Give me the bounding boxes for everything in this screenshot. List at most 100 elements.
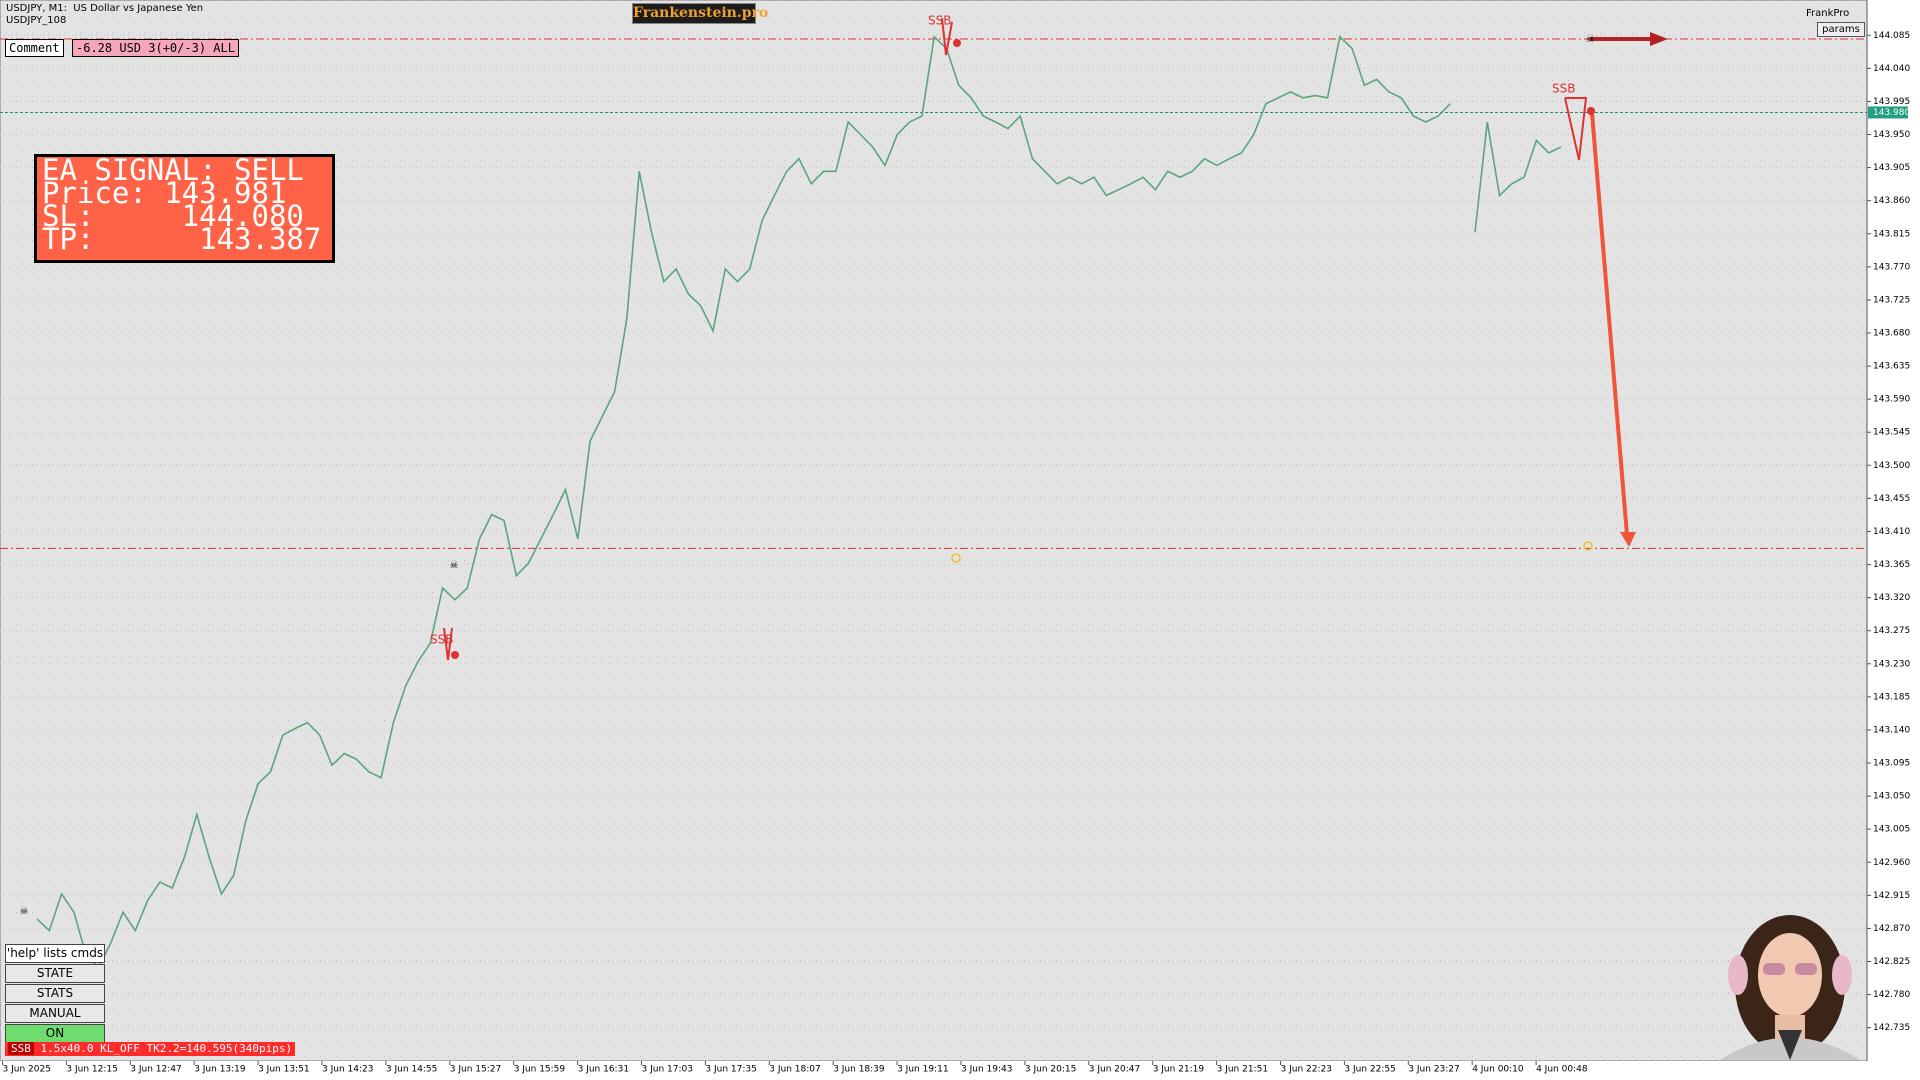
y-tick-label: 143.590	[1873, 395, 1910, 405]
y-tick-label: 143.635	[1873, 362, 1910, 372]
x-tick-label: 3 Jun 18:39	[833, 1065, 885, 1075]
x-tick-label: 3 Jun 14:55	[386, 1065, 437, 1075]
y-tick-label: 143.905	[1873, 163, 1910, 173]
x-tick-label: 3 Jun 17:35	[705, 1065, 756, 1075]
signal-triangle	[1564, 97, 1588, 161]
y-tick-label: 143.185	[1873, 692, 1910, 702]
x-tick-label: 3 Jun 21:19	[1153, 1065, 1205, 1075]
state-button[interactable]: STATE	[5, 964, 105, 983]
y-tick-label: 143.095	[1873, 759, 1910, 769]
y-tick-label: 143.455	[1873, 494, 1910, 504]
on-button[interactable]: ON	[5, 1024, 105, 1043]
signal-box: EA SIGNAL: SELL Price: 143.981 SL: 144.080…	[34, 154, 335, 263]
help-hint: 'help' lists cmds	[5, 944, 105, 963]
skull-icon: ☠	[1586, 34, 1595, 45]
y-tick-label: 143.500	[1873, 461, 1910, 471]
x-tick-label: 3 Jun 14:23	[322, 1065, 373, 1075]
y-tick-label: 144.085	[1873, 31, 1910, 41]
target-icon	[951, 553, 961, 563]
x-tick-label: 3 Jun 21:51	[1217, 1065, 1268, 1075]
comment-label: Comment	[5, 39, 64, 57]
sl-arrow-head	[1650, 32, 1668, 46]
signal-title: EA SIGNAL: SELL	[42, 153, 304, 187]
status-tag: SSB	[8, 1042, 34, 1055]
skull-icon: ☠	[450, 560, 459, 571]
sell-dot	[1587, 107, 1595, 115]
ssb-marker: SSB	[1552, 82, 1575, 96]
plot-layer	[0, 34, 1867, 1029]
tp-arrow	[1590, 112, 1629, 536]
signal-mark	[443, 627, 453, 661]
params-button[interactable]: params	[1817, 22, 1865, 37]
y-tick-label: 143.410	[1873, 527, 1910, 537]
y-tick-label: 143.140	[1873, 725, 1910, 735]
signal-tp: TP: 143.387	[42, 222, 322, 256]
x-tick-label: 3 Jun 16:31	[578, 1065, 629, 1075]
avatar	[1720, 915, 1860, 1060]
sell-dot	[953, 39, 961, 47]
x-tick-label: 3 Jun 22:55	[1344, 1065, 1395, 1075]
y-tick-label: 143.815	[1873, 229, 1910, 239]
manual-button[interactable]: MANUAL	[5, 1004, 105, 1023]
price-axis	[1867, 0, 1920, 1080]
y-tick-label: 143.680	[1873, 328, 1910, 338]
x-tick-label: 3 Jun 20:15	[1025, 1065, 1076, 1075]
y-tick-label: 143.230	[1873, 659, 1910, 669]
status-text: 1.5x40.0 KL_OFF TK2.2=140.595(340pips)	[40, 1042, 293, 1055]
x-tick-label: 3 Jun 19:11	[897, 1065, 948, 1075]
skull-icon: ☠	[20, 906, 29, 917]
x-tick-label: 4 Jun 00:48	[1536, 1065, 1588, 1075]
x-tick-label: 3 Jun 22:23	[1281, 1065, 1332, 1075]
y-tick-label: 143.320	[1873, 593, 1910, 603]
account-label: USDJPY_108	[6, 15, 67, 26]
x-tick-label: 3 Jun 13:51	[258, 1065, 309, 1075]
y-tick-label: 143.770	[1873, 262, 1910, 272]
tp-arrow-head	[1620, 532, 1636, 547]
x-tick-label: 3 Jun 17:03	[642, 1065, 693, 1075]
x-tick-label: 3 Jun 13:19	[194, 1065, 246, 1075]
x-tick-label: 3 Jun 19:43	[961, 1065, 1012, 1075]
y-tick-label: 143.545	[1873, 428, 1910, 438]
status-bar: SSB 1.5x40.0 KL_OFF TK2.2=140.595(340pip…	[5, 1042, 296, 1056]
y-tick-label: 143.005	[1873, 825, 1910, 835]
sell-dot	[451, 651, 459, 659]
user-label: FrankPro	[1806, 8, 1850, 19]
x-tick-label: 3 Jun 15:59	[514, 1065, 566, 1075]
y-tick-label: 143.275	[1873, 626, 1910, 636]
x-tick-label: 3 Jun 2025	[3, 1065, 51, 1075]
stats-button[interactable]: STATS	[5, 984, 105, 1003]
brand-logo[interactable]: Frankenstein.pro	[632, 3, 768, 24]
y-tick-label: 142.825	[1873, 957, 1910, 967]
ssb-marker: SSB	[430, 633, 453, 647]
y-tick-label: 143.365	[1873, 560, 1910, 570]
y-tick-label: 143.860	[1873, 196, 1910, 206]
y-tick-label: 142.780	[1873, 990, 1910, 1000]
signal-price: Price: 143.981	[42, 176, 287, 210]
x-tick-label: 3 Jun 15:27	[450, 1065, 501, 1075]
signal-mark	[941, 17, 953, 56]
x-tick-label: 4 Jun 00:10	[1472, 1065, 1524, 1075]
x-tick-label: 3 Jun 12:15	[66, 1065, 117, 1075]
x-tick-label: 3 Jun 23:27	[1408, 1065, 1459, 1075]
y-tick-label: 143.725	[1873, 295, 1910, 305]
ssb-marker: SSB	[928, 14, 951, 28]
target-icon	[1583, 541, 1593, 551]
y-tick-label: 142.735	[1873, 1023, 1910, 1033]
x-tick-label: 3 Jun 20:47	[1089, 1065, 1140, 1075]
y-tick-label: 142.915	[1873, 891, 1910, 901]
x-tick-label: 3 Jun 18:07	[769, 1065, 820, 1075]
y-tick-label: 142.960	[1873, 858, 1910, 868]
current-price-tag	[1868, 106, 1908, 119]
y-tick-label: 144.040	[1873, 64, 1910, 74]
symbol-title: USDJPY, M1: US Dollar vs Japanese Yen	[6, 3, 204, 14]
current-price-label: 143.980	[1873, 108, 1910, 118]
y-tick-label: 142.870	[1873, 924, 1910, 934]
y-tick-label: 143.950	[1873, 130, 1910, 140]
x-tick-label: 3 Jun 12:47	[130, 1065, 181, 1075]
y-tick-label: 143.050	[1873, 792, 1910, 802]
y-tick-label: 143.995	[1873, 97, 1910, 107]
price-line	[36, 35, 1562, 969]
time-axis	[0, 1061, 1920, 1080]
signal-sl: SL: 144.080	[42, 199, 304, 233]
